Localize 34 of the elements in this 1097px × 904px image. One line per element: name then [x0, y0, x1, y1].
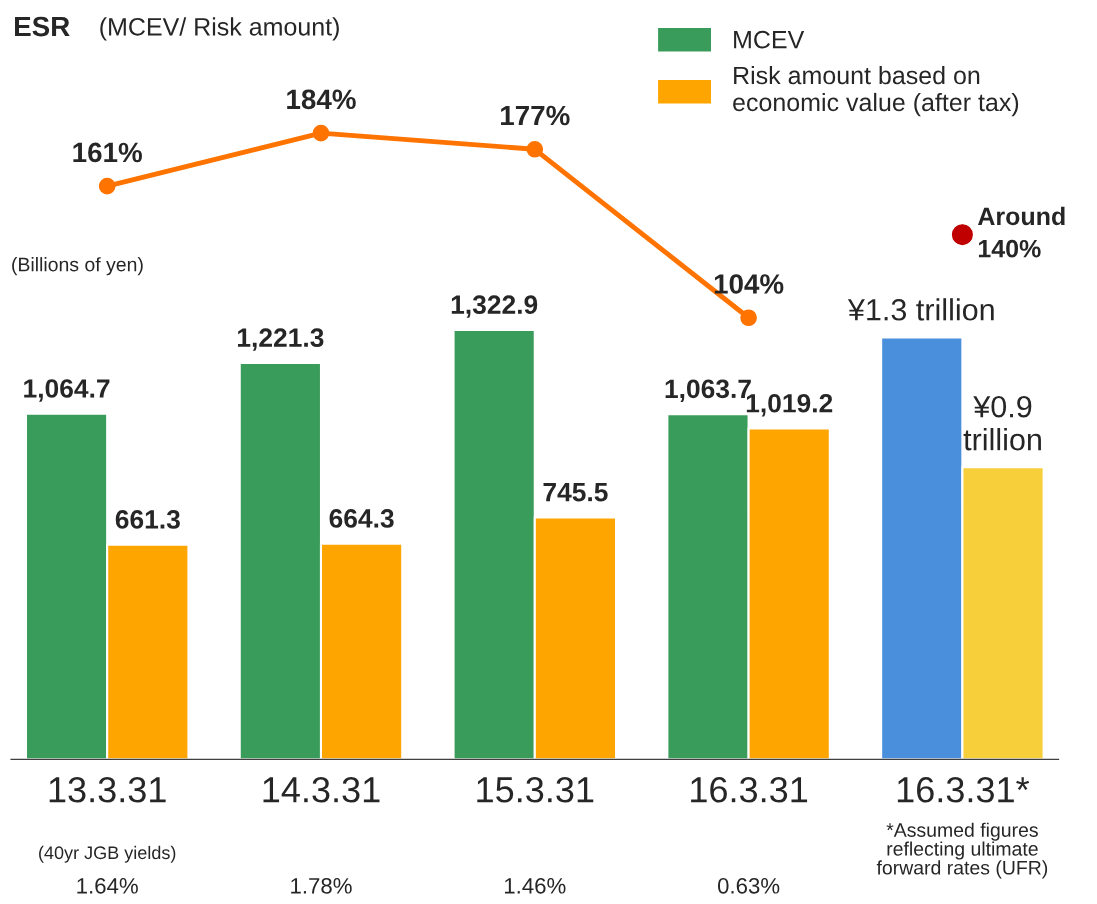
- text: 1.46%: [504, 877, 566, 894]
- text: 1.64%: [77, 877, 138, 894]
- data-label: 1,064.7: [24, 379, 110, 402]
- text: 1.78%: [291, 877, 352, 894]
- data-label: 661.3: [115, 510, 180, 529]
- data-label: 1,322.9: [451, 295, 538, 318]
- data-label: Around 140%: [977, 206, 1065, 258]
- x-tick-label: 13.3.31: [49, 776, 166, 803]
- x-tick-label: 16.3.31: [691, 776, 808, 803]
- data-label: 184%: [287, 89, 356, 110]
- text: 0.63%: [717, 877, 780, 894]
- point: [526, 140, 544, 158]
- point: [98, 177, 116, 195]
- point: [951, 224, 973, 246]
- text: (40yr JGB yields): [39, 845, 176, 863]
- data-label: 177%: [501, 105, 570, 126]
- x-tick-label: 15.3.31: [477, 776, 594, 803]
- x-tick-label: 16.3.31*: [897, 776, 1030, 803]
- legend-label: Risk amount based on economic value (after tax): [733, 65, 1019, 117]
- point: [740, 309, 757, 327]
- legend-label: MCEV: [734, 30, 805, 49]
- data-label: 664.3: [329, 509, 394, 528]
- annotation: ¥1.3 trillion: [847, 298, 994, 321]
- annotation: ¥0.9 trillion: [963, 395, 1041, 451]
- chart-title: ESR: [15, 16, 70, 37]
- data-label: 1,221.3: [238, 328, 324, 351]
- annotation: (Billions of yen): [12, 257, 143, 276]
- data-label: 104%: [714, 274, 784, 294]
- text: *Assumed figures reflecting ultimate forward rates (UFR): [876, 822, 1048, 879]
- data-label: 745.5: [543, 483, 608, 502]
- data-label: 161%: [73, 142, 142, 163]
- x-tick-label: 14.3.31: [263, 776, 380, 803]
- chart-subtitle: (MCEV/ Risk amount): [100, 17, 339, 41]
- point: [312, 124, 330, 142]
